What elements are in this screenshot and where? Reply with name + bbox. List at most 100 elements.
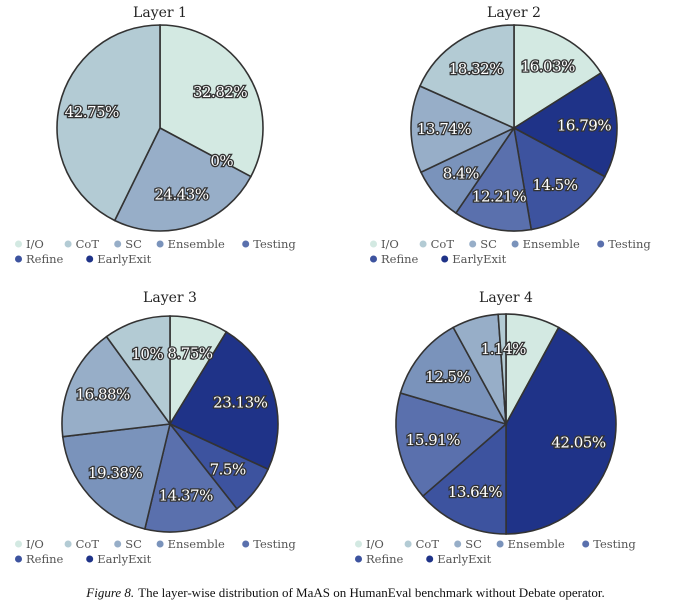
- legend-item: SC: [114, 537, 142, 551]
- legend-item: EarlyExit: [426, 552, 492, 566]
- legend-item: Refine: [355, 552, 404, 566]
- legend-item: Testing: [582, 537, 636, 551]
- slice-testing: [143, 422, 238, 533]
- legend-item: EarlyExit: [441, 252, 507, 266]
- legend-marker: [114, 540, 122, 548]
- legend-marker: [15, 255, 22, 263]
- legend-label: I/O: [26, 537, 44, 551]
- slice-cot: [56, 24, 161, 222]
- legend-label: CoT: [416, 537, 440, 551]
- slice-cot: [497, 313, 507, 425]
- slice-ensemble: [399, 326, 508, 426]
- slice-earlyexit: [512, 71, 618, 178]
- legend-label: I/O: [366, 537, 384, 551]
- legend-label: I/O: [381, 237, 399, 251]
- legend-marker: [404, 540, 412, 548]
- slice-label: 12.21%: [472, 187, 526, 205]
- slice-testing: [395, 392, 508, 498]
- slice-label: 8.4%: [443, 165, 479, 183]
- legend-marker: [370, 240, 377, 248]
- slice-ensemble: [61, 423, 172, 530]
- slice-sc: [61, 335, 172, 438]
- legend-label: Ensemble: [168, 237, 225, 251]
- chart-title: Layer 1: [133, 5, 187, 21]
- legend-marker: [86, 255, 94, 263]
- legend-label: Refine: [26, 252, 64, 266]
- legend-item: Testing: [597, 237, 651, 251]
- legend-item: EarlyExit: [86, 252, 152, 266]
- legend-label: SC: [125, 237, 142, 251]
- slice-label: 13.74%: [417, 120, 471, 138]
- slice-label: 12.5%: [425, 368, 470, 386]
- legend-label: CoT: [76, 237, 100, 251]
- caption-label: Figure 8.: [86, 585, 135, 600]
- legend-marker: [156, 240, 164, 248]
- legend-label: Ensemble: [168, 537, 225, 551]
- legend-item: Refine: [370, 252, 419, 266]
- legend-item: Testing: [242, 537, 296, 551]
- slice-label: 14.37%: [159, 487, 213, 505]
- slice-label: 7.5%: [210, 460, 246, 478]
- pie-charts: Layer 1 32.82% 0%24.43% 42.75% I/O CoT SC Ensem…: [15, 5, 651, 566]
- slice-earlyexit: [168, 330, 279, 471]
- legend-item: Refine: [15, 552, 64, 566]
- legend: I/O CoT SC Ensemble Testing Refine EarlyExit: [370, 237, 651, 266]
- slice-refine: [421, 422, 507, 535]
- slice-label: 16.03%: [521, 58, 575, 76]
- legend-marker: [469, 240, 477, 248]
- legend-label: Ensemble: [523, 237, 580, 251]
- legend-label: Refine: [366, 552, 404, 566]
- slice-label: 1.14%: [481, 340, 526, 358]
- legend-item: CoT: [64, 537, 99, 551]
- legend-label: SC: [480, 237, 497, 251]
- legend-marker: [597, 240, 605, 248]
- legend-marker: [355, 540, 362, 548]
- legend-marker: [15, 555, 22, 563]
- legend-marker: [426, 555, 434, 563]
- legend-marker: [242, 540, 250, 548]
- slice-sc: [113, 126, 252, 232]
- slice-label: 19.38%: [88, 464, 142, 482]
- legend-item: I/O: [15, 537, 44, 551]
- legend-label: EarlyExit: [97, 552, 151, 566]
- slice-label: 42.05%: [551, 433, 605, 451]
- legend-item: SC: [454, 537, 482, 551]
- legend-marker: [114, 240, 122, 248]
- legend-label: Refine: [26, 552, 64, 566]
- chart-title: Layer 2: [487, 5, 541, 21]
- legend-item: SC: [114, 237, 142, 251]
- slice-sc: [410, 84, 516, 174]
- slice-testing: [454, 125, 533, 232]
- slice-label: 23.13%: [213, 394, 267, 412]
- legend-marker: [86, 555, 94, 563]
- pie-chart-1: Layer 1 32.82% 0%24.43% 42.75% I/O CoT SC Ensem…: [15, 5, 296, 266]
- legend-item: I/O: [355, 537, 384, 551]
- legend-label: Refine: [381, 252, 419, 266]
- legend-label: EarlyExit: [452, 252, 506, 266]
- legend-marker: [64, 240, 72, 248]
- chart-title: Layer 3: [143, 290, 197, 306]
- legend-label: Ensemble: [508, 537, 565, 551]
- legend-item: Testing: [242, 237, 296, 251]
- slice-cot: [105, 315, 171, 427]
- legend-marker: [15, 240, 22, 248]
- legend-marker: [511, 240, 519, 248]
- slice-io: [159, 24, 264, 178]
- slice-refine: [512, 126, 606, 231]
- legend-label: SC: [465, 537, 482, 551]
- chart-title: Layer 4: [479, 290, 533, 306]
- slice-io: [513, 24, 603, 130]
- legend: I/O CoT SC Ensemble Testing Refine EarlyExit: [15, 237, 296, 266]
- legend-marker: [242, 240, 250, 248]
- pie-chart-3: Layer 3 8.75% 23.13% 7.5% 14.37% 19.38% 16.88%…: [15, 290, 296, 566]
- legend-marker: [419, 240, 427, 248]
- slice-label: 8.75%: [167, 344, 212, 362]
- legend-label: I/O: [26, 237, 44, 251]
- legend-marker: [582, 540, 590, 548]
- figure-caption: Figure 8. The layer-wise distribution of …: [0, 585, 691, 601]
- legend-marker: [15, 540, 22, 548]
- slice-label: 16.79%: [557, 116, 611, 134]
- legend-item: EarlyExit: [86, 552, 152, 566]
- slice-label: 14.5%: [532, 176, 577, 194]
- legend-item: I/O: [370, 237, 399, 251]
